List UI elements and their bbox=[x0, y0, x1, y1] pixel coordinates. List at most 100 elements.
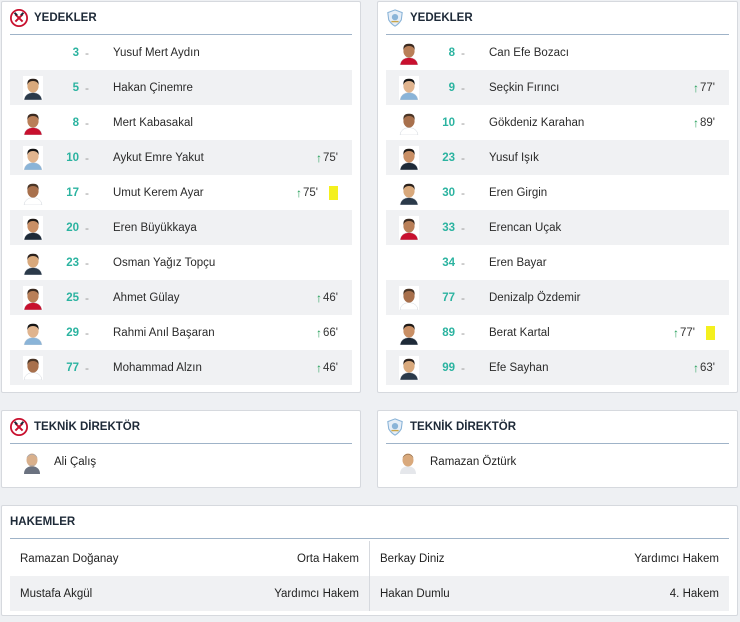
player-row[interactable]: 17- Umut Kerem Ayar ↑ 75' bbox=[10, 175, 352, 210]
arrow-up-icon: ↑ bbox=[316, 360, 322, 375]
player-name: Yusuf Işık bbox=[489, 151, 539, 164]
player-row[interactable]: 33- Erencan Uçak bbox=[386, 210, 729, 245]
substitution-minute: 75' bbox=[303, 186, 318, 199]
player-number: 9 bbox=[448, 81, 455, 94]
home-coach-title: TEKNİK DİREKTÖR bbox=[34, 421, 141, 433]
player-number: 77 bbox=[442, 291, 455, 304]
referee-role: Yardımcı Hakem bbox=[634, 552, 719, 565]
separator-dash: - bbox=[461, 115, 465, 130]
player-number: 99 bbox=[442, 361, 455, 374]
substitution-info: ↑ 63' bbox=[693, 361, 715, 375]
substitution-info: ↑ 77' bbox=[693, 81, 715, 95]
separator-dash: - bbox=[461, 80, 465, 95]
player-row[interactable]: 10- Gökdeniz Karahan ↑ 89' bbox=[386, 105, 729, 140]
referees-table: Ramazan Doğanay Orta Hakem Berkay Diniz Yar… bbox=[10, 541, 729, 611]
yellow-card-icon bbox=[329, 186, 338, 200]
substitution-minute: 46' bbox=[323, 291, 338, 304]
separator-dash: - bbox=[85, 325, 89, 340]
player-avatar bbox=[23, 145, 43, 170]
home-club-logo-icon[interactable] bbox=[10, 418, 28, 436]
player-name: Eren Girgin bbox=[489, 186, 548, 199]
player-number: 8 bbox=[72, 116, 79, 129]
separator-dash: - bbox=[461, 290, 465, 305]
player-row[interactable]: 99- Efe Sayhan ↑ 63' bbox=[386, 350, 729, 385]
separator-dash: - bbox=[85, 150, 89, 165]
substitution-info: ↑ 75' bbox=[316, 151, 338, 165]
substitution-minute: 66' bbox=[323, 326, 338, 339]
referee-name: Mustafa Akgül bbox=[20, 587, 93, 600]
player-name: Aykut Emre Yakut bbox=[113, 151, 204, 164]
home-coach-row[interactable]: Ali Çalış bbox=[2, 444, 360, 480]
home-subs-list: 3- Yusuf Mert Aydın 5- Hakan Çinemre 8- Mert … bbox=[2, 35, 360, 385]
player-name: Can Efe Bozacı bbox=[489, 46, 569, 59]
player-avatar bbox=[23, 110, 43, 135]
player-row[interactable]: 9- Seçkin Fırıncı ↑ 77' bbox=[386, 70, 729, 105]
referee-cell[interactable]: Hakan Dumlu 4. Hakem bbox=[370, 576, 729, 611]
substitution-minute: 89' bbox=[700, 116, 715, 129]
divider bbox=[386, 34, 729, 35]
referee-role: 4. Hakem bbox=[669, 587, 719, 600]
player-avatar bbox=[23, 75, 43, 100]
separator-dash: - bbox=[85, 115, 89, 130]
referee-cell[interactable]: Mustafa Akgül Yardımcı Hakem bbox=[10, 576, 370, 611]
divider bbox=[10, 443, 352, 444]
player-number: 17 bbox=[66, 186, 79, 199]
arrow-up-icon: ↑ bbox=[316, 150, 322, 165]
player-avatar bbox=[399, 110, 419, 135]
player-number: 10 bbox=[66, 151, 79, 164]
away-coach-row[interactable]: Ramazan Öztürk bbox=[378, 444, 737, 480]
player-name: Efe Sayhan bbox=[489, 361, 549, 374]
player-row[interactable]: 77- Mohammad Alzın ↑ 46' bbox=[10, 350, 352, 385]
player-row[interactable]: 10- Aykut Emre Yakut ↑ 75' bbox=[10, 140, 352, 175]
referee-role: Yardımcı Hakem bbox=[274, 587, 359, 600]
player-row[interactable]: 29- Rahmi Anıl Başaran ↑ 66' bbox=[10, 315, 352, 350]
player-name: Mert Kabasakal bbox=[113, 116, 193, 129]
player-number: 23 bbox=[66, 256, 79, 269]
separator-dash: - bbox=[461, 45, 465, 60]
player-avatar bbox=[23, 250, 43, 275]
player-row[interactable]: 3- Yusuf Mert Aydın bbox=[10, 35, 352, 70]
player-row[interactable]: 89- Berat Kartal ↑ 77' bbox=[386, 315, 729, 350]
player-name: Mohammad Alzın bbox=[113, 361, 202, 374]
referee-cell[interactable]: Ramazan Doğanay Orta Hakem bbox=[10, 541, 370, 576]
player-avatar bbox=[399, 355, 419, 380]
player-avatar bbox=[399, 75, 419, 100]
player-avatar bbox=[399, 320, 419, 345]
player-number: 20 bbox=[66, 221, 79, 234]
player-avatar bbox=[23, 215, 43, 240]
player-row[interactable]: 25- Ahmet Gülay ↑ 46' bbox=[10, 280, 352, 315]
home-coach-panel: TEKNİK DİREKTÖR Ali Çalış bbox=[1, 410, 361, 488]
player-row[interactable]: 77- Denizalp Özdemir bbox=[386, 280, 729, 315]
player-row[interactable]: 5- Hakan Çinemre bbox=[10, 70, 352, 105]
player-row[interactable]: 23- Osman Yağız Topçu bbox=[10, 245, 352, 280]
away-coach-panel: TEKNİK DİREKTÖR Ramazan Öztürk bbox=[377, 410, 738, 488]
home-club-logo-icon[interactable] bbox=[10, 9, 28, 27]
substitution-info: ↑ 66' bbox=[316, 326, 338, 340]
divider bbox=[10, 34, 352, 35]
away-subs-title: YEDEKLER bbox=[410, 12, 473, 24]
separator-dash: - bbox=[461, 255, 465, 270]
substitution-minute: 63' bbox=[700, 361, 715, 374]
player-name: Osman Yağız Topçu bbox=[113, 256, 216, 269]
separator-dash: - bbox=[461, 150, 465, 165]
substitution-minute: 75' bbox=[323, 151, 338, 164]
away-coach-header: TEKNİK DİREKTÖR bbox=[378, 411, 729, 443]
player-row[interactable]: 30- Eren Girgin bbox=[386, 175, 729, 210]
away-club-logo-icon[interactable] bbox=[386, 9, 404, 27]
player-row[interactable]: 23- Yusuf Işık bbox=[386, 140, 729, 175]
substitution-info: ↑ 46' bbox=[316, 361, 338, 375]
substitution-minute: 46' bbox=[323, 361, 338, 374]
away-club-logo-icon[interactable] bbox=[386, 418, 404, 436]
player-name: Ahmet Gülay bbox=[113, 291, 180, 304]
separator-dash: - bbox=[85, 80, 89, 95]
player-row[interactable]: 34- Eren Bayar bbox=[386, 245, 729, 280]
player-row[interactable]: 20- Eren Büyükkaya bbox=[10, 210, 352, 245]
player-row[interactable]: 8- Can Efe Bozacı bbox=[386, 35, 729, 70]
player-name: Rahmi Anıl Başaran bbox=[113, 326, 215, 339]
referee-cell[interactable]: Berkay Diniz Yardımcı Hakem bbox=[370, 541, 729, 576]
player-row[interactable]: 8- Mert Kabasakal bbox=[10, 105, 352, 140]
player-avatar bbox=[399, 145, 419, 170]
referees-panel: HAKEMLER Ramazan Doğanay Orta Hakem Berkay… bbox=[1, 505, 738, 616]
separator-dash: - bbox=[85, 185, 89, 200]
separator-dash: - bbox=[85, 360, 89, 375]
